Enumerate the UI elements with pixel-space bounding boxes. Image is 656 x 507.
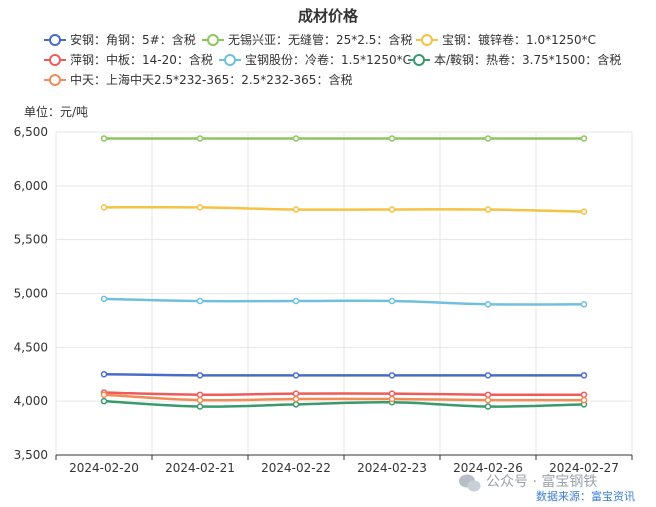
series-line <box>103 399 585 408</box>
y-tick-label: 5,000 <box>14 287 48 301</box>
y-tick-label: 6,000 <box>14 179 48 193</box>
legend-item-1[interactable]: 安钢：角钢：5#：含税 <box>44 32 196 47</box>
legend-label: 宝钢：镀锌卷：1.0*1250*C <box>442 32 596 47</box>
x-tick-label: 2024-02-21 <box>165 461 235 475</box>
data-point[interactable] <box>100 204 108 211</box>
wechat-icon <box>459 474 481 492</box>
y-tick-label: 5,500 <box>14 233 48 247</box>
plot-area <box>100 135 588 410</box>
y-axis: 3,500 4,000 4,500 5,000 5,500 6,000 6,500 <box>14 125 48 462</box>
data-point[interactable] <box>292 372 300 379</box>
legend-label: 无锡兴亚：无缝管：25*2.5：含税 <box>228 32 412 47</box>
series-5[interactable] <box>100 295 588 308</box>
data-point[interactable] <box>100 391 108 398</box>
legend-swatch-marker <box>421 34 433 46</box>
chart-title: 成材价格 <box>298 7 359 25</box>
data-point[interactable] <box>292 135 300 142</box>
data-point[interactable] <box>292 390 300 397</box>
data-point[interactable] <box>100 371 108 378</box>
watermark: 公众号 · 富宝钢铁 数据来源：富宝资讯 <box>459 473 635 503</box>
legend: 安钢：角钢：5#：含税 无锡兴亚：无缝管：25*2.5：含税 宝钢：镀锌卷：1.0*… <box>44 32 621 87</box>
legend-item-3[interactable]: 宝钢：镀锌卷：1.0*1250*C <box>416 32 596 47</box>
legend-label: 本/鞍钢：热卷：3.75*1500：含税 <box>434 52 621 67</box>
series-line <box>103 373 584 377</box>
legend-item-5[interactable]: 宝钢股份：冷卷：1.5*1250*C <box>219 52 411 67</box>
data-point[interactable] <box>580 372 588 379</box>
data-point[interactable] <box>196 403 204 410</box>
legend-swatch-marker <box>49 74 61 86</box>
series-1[interactable] <box>100 371 588 379</box>
x-tick-label: 2024-02-23 <box>357 461 427 475</box>
data-point[interactable] <box>580 396 588 404</box>
data-point[interactable] <box>580 135 588 142</box>
data-point[interactable] <box>484 206 492 213</box>
data-point[interactable] <box>388 206 396 213</box>
series-3[interactable] <box>100 204 588 215</box>
legend-label: 中天：上海中天2.5*232-365：2.5*232-365：含税 <box>70 72 352 87</box>
data-point[interactable] <box>196 204 204 211</box>
data-source-text: 数据来源：富宝资讯 <box>536 489 635 503</box>
x-tick-label: 2024-02-27 <box>549 461 619 475</box>
watermark-text: 公众号 · 富宝钢铁 <box>486 473 597 490</box>
data-point[interactable] <box>484 135 492 142</box>
data-point[interactable] <box>292 297 300 305</box>
y-axis-unit-label: 单位：元/吨 <box>24 104 88 119</box>
data-point[interactable] <box>484 301 492 308</box>
data-point[interactable] <box>388 297 396 305</box>
legend-item-4[interactable]: 萍钢：中板：14-20：含税 <box>44 52 213 67</box>
data-point[interactable] <box>196 135 204 142</box>
legend-label: 宝钢股份：冷卷：1.5*1250*C <box>245 52 411 67</box>
data-point[interactable] <box>196 396 204 404</box>
legend-swatch-marker <box>49 34 61 46</box>
legend-swatch-marker <box>207 34 219 46</box>
data-point[interactable] <box>484 391 492 398</box>
x-tick-label: 2024-02-26 <box>453 461 523 475</box>
y-tick-label: 4,500 <box>14 340 48 354</box>
x-tick-label: 2024-02-22 <box>261 461 331 475</box>
legend-label: 安钢：角钢：5#：含税 <box>70 32 196 47</box>
legend-swatch-marker <box>413 54 425 66</box>
data-point[interactable] <box>388 135 396 142</box>
legend-item-2[interactable]: 无锡兴亚：无缝管：25*2.5：含税 <box>202 32 412 47</box>
x-axis: 2024-02-20 2024-02-21 2024-02-22 2024-02-23… <box>55 454 633 475</box>
grid <box>55 131 633 455</box>
legend-label: 萍钢：中板：14-20：含税 <box>70 52 213 67</box>
data-point[interactable] <box>292 395 300 403</box>
y-tick-label: 3,500 <box>14 448 48 462</box>
legend-item-7[interactable]: 中天：上海中天2.5*232-365：2.5*232-365：含税 <box>44 72 352 87</box>
data-point[interactable] <box>580 301 588 308</box>
y-tick-label: 6,500 <box>14 125 48 139</box>
legend-item-6[interactable]: 本/鞍钢：热卷：3.75*1500：含税 <box>408 52 621 67</box>
data-point[interactable] <box>580 391 588 398</box>
data-point[interactable] <box>580 208 588 215</box>
data-point[interactable] <box>100 135 108 142</box>
data-point[interactable] <box>292 401 300 408</box>
data-point[interactable] <box>484 403 492 410</box>
data-point[interactable] <box>196 372 204 379</box>
series-line <box>103 297 585 306</box>
data-point[interactable] <box>196 297 204 305</box>
legend-swatch-marker <box>224 54 236 66</box>
x-tick-label: 2024-02-20 <box>69 461 139 475</box>
series-line <box>103 205 585 213</box>
data-point[interactable] <box>100 295 108 303</box>
data-point[interactable] <box>484 372 492 379</box>
data-point[interactable] <box>484 396 492 404</box>
data-point[interactable] <box>388 395 396 403</box>
data-point[interactable] <box>292 206 300 213</box>
data-point[interactable] <box>388 390 396 397</box>
series-line <box>103 393 585 402</box>
data-point[interactable] <box>196 391 204 398</box>
data-point[interactable] <box>100 397 108 405</box>
series-line <box>103 391 585 397</box>
series-7[interactable] <box>100 391 588 404</box>
data-point[interactable] <box>388 372 396 379</box>
legend-swatch-marker <box>49 54 61 66</box>
y-tick-label: 4,000 <box>14 394 48 408</box>
series-2[interactable] <box>100 135 588 142</box>
